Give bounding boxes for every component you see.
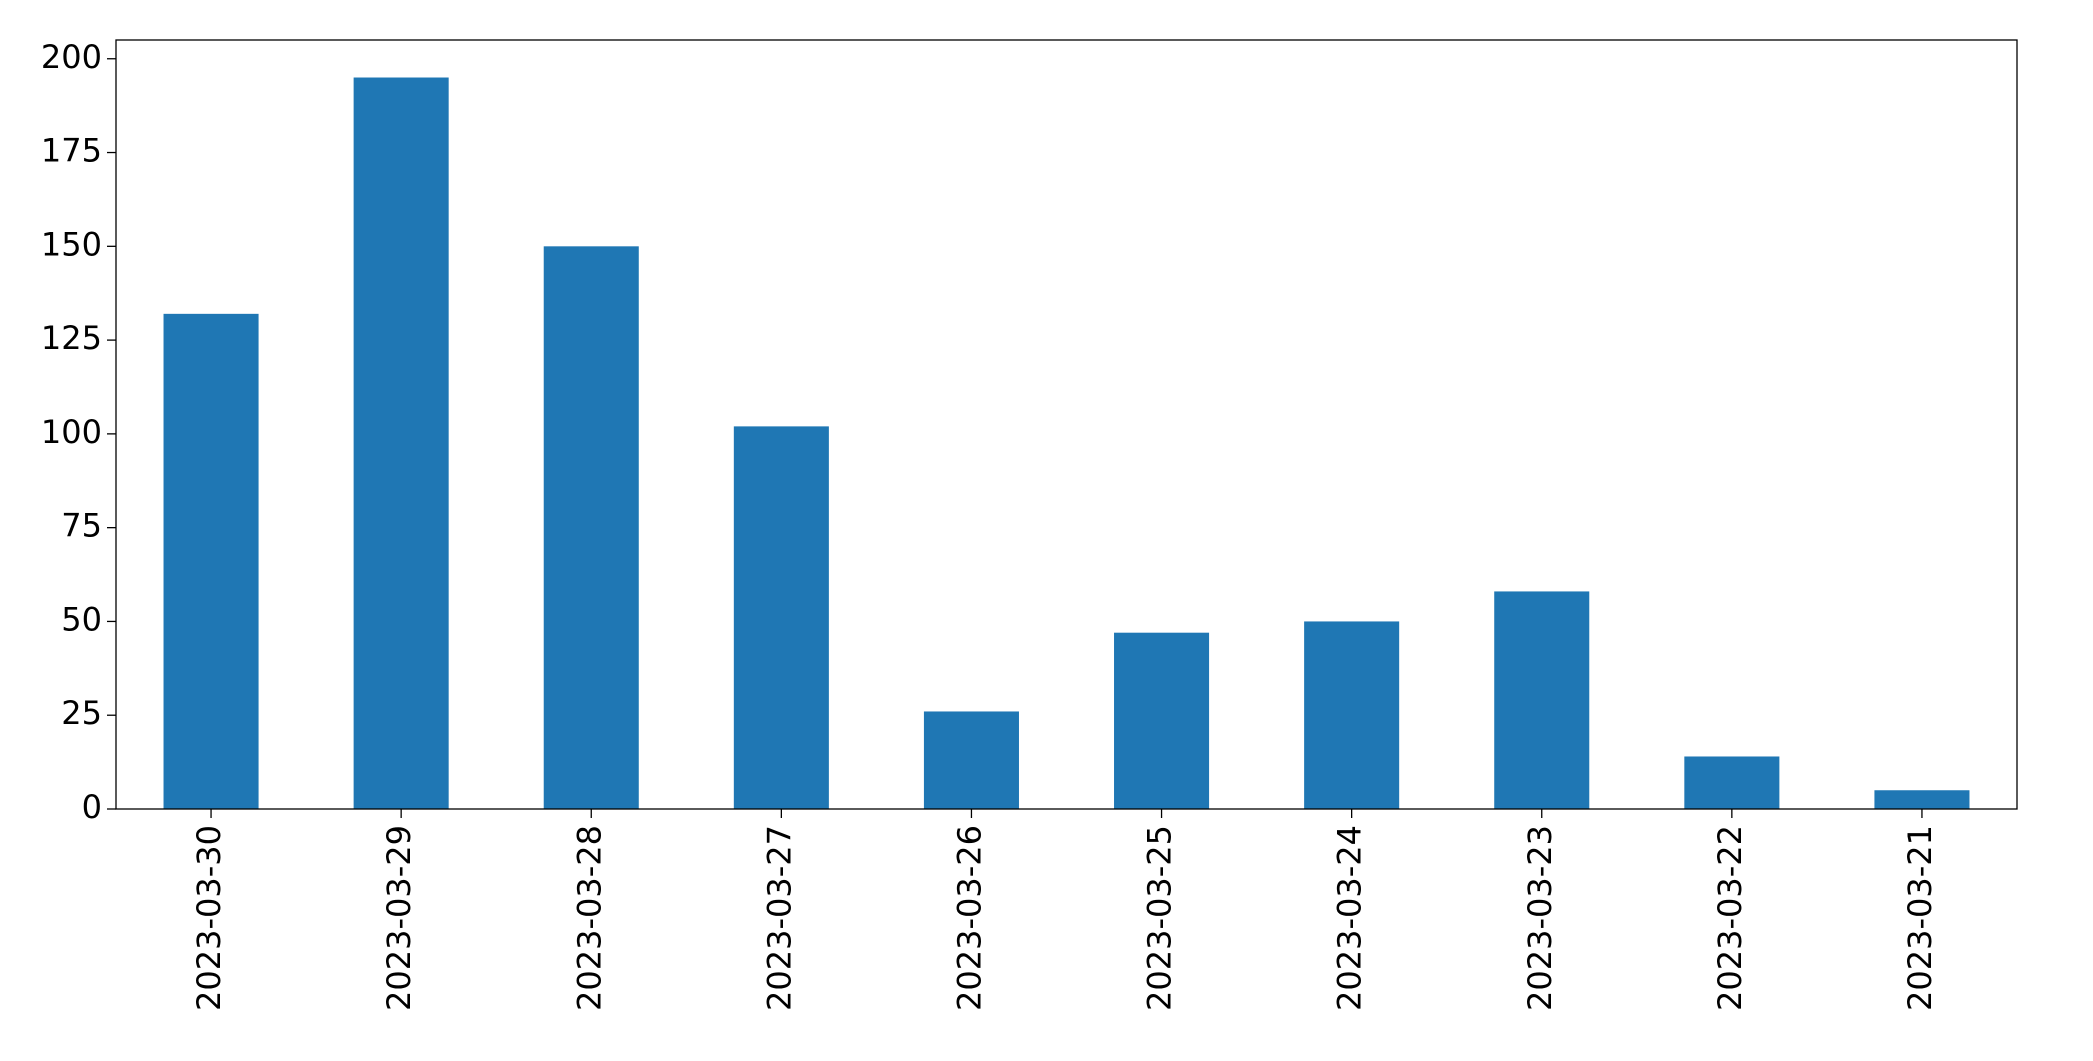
bar (163, 313, 259, 809)
bar (733, 426, 829, 809)
bar (1684, 756, 1780, 809)
axes-frame (115, 39, 2018, 810)
x-tick-label: 2023-03-26 (950, 825, 988, 1011)
bar (353, 77, 449, 809)
x-tick-label: 2023-03-23 (1521, 825, 1559, 1011)
y-tick-label: 75 (61, 507, 102, 545)
x-tick-label: 2023-03-30 (190, 825, 228, 1011)
x-tick-label: 2023-03-24 (1331, 825, 1369, 1011)
y-tick-label: 175 (41, 132, 102, 170)
bar (923, 711, 1019, 809)
x-tick-label: 2023-03-27 (760, 825, 798, 1011)
y-tick-label: 100 (41, 413, 102, 451)
x-tick-label: 2023-03-28 (570, 825, 608, 1011)
bar (543, 246, 639, 809)
x-tick-label: 2023-03-25 (1141, 825, 1179, 1011)
bar (1114, 632, 1210, 809)
y-tick-label: 25 (61, 694, 102, 732)
y-tick-label: 0 (82, 788, 102, 826)
x-tick-label: 2023-03-29 (380, 825, 418, 1011)
y-tick-label: 150 (41, 225, 102, 263)
y-tick-label: 200 (41, 38, 102, 76)
bar (1874, 790, 1970, 809)
bar (1304, 621, 1400, 809)
x-tick-label: 2023-03-22 (1711, 825, 1749, 1011)
x-tick-label: 2023-03-21 (1901, 825, 1939, 1011)
bar (1494, 591, 1590, 809)
y-tick-label: 50 (61, 600, 102, 638)
y-tick-label: 125 (41, 319, 102, 357)
